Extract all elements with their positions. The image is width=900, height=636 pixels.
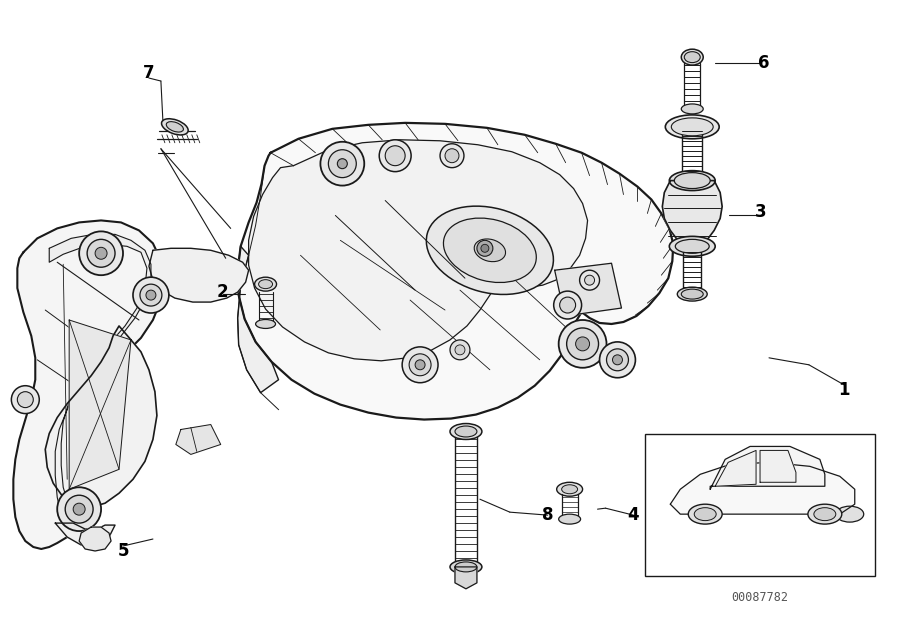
Circle shape bbox=[559, 320, 607, 368]
Polygon shape bbox=[148, 248, 248, 302]
Text: 00087782: 00087782 bbox=[732, 591, 788, 604]
Circle shape bbox=[477, 240, 493, 256]
Ellipse shape bbox=[836, 506, 864, 522]
Ellipse shape bbox=[675, 239, 709, 253]
Circle shape bbox=[385, 146, 405, 165]
Ellipse shape bbox=[258, 280, 273, 289]
Circle shape bbox=[580, 270, 599, 290]
Ellipse shape bbox=[255, 277, 276, 291]
Circle shape bbox=[585, 275, 595, 285]
Circle shape bbox=[450, 340, 470, 360]
Circle shape bbox=[560, 297, 576, 313]
Ellipse shape bbox=[562, 485, 578, 494]
Circle shape bbox=[133, 277, 169, 313]
Ellipse shape bbox=[455, 426, 477, 437]
Circle shape bbox=[379, 140, 411, 172]
Circle shape bbox=[73, 503, 86, 515]
Polygon shape bbox=[760, 450, 796, 482]
Polygon shape bbox=[710, 446, 824, 489]
Ellipse shape bbox=[455, 562, 477, 572]
Polygon shape bbox=[554, 263, 622, 316]
Text: 2: 2 bbox=[217, 283, 229, 301]
Circle shape bbox=[440, 144, 464, 168]
Text: 3: 3 bbox=[755, 204, 767, 221]
Circle shape bbox=[445, 149, 459, 163]
Circle shape bbox=[12, 385, 40, 413]
Circle shape bbox=[410, 354, 431, 376]
Ellipse shape bbox=[684, 52, 700, 62]
Ellipse shape bbox=[166, 121, 184, 132]
Polygon shape bbox=[69, 320, 131, 489]
Polygon shape bbox=[716, 450, 756, 487]
Ellipse shape bbox=[694, 508, 716, 521]
Ellipse shape bbox=[450, 424, 482, 439]
Ellipse shape bbox=[681, 289, 703, 299]
Ellipse shape bbox=[427, 206, 554, 294]
Polygon shape bbox=[455, 567, 477, 589]
Ellipse shape bbox=[688, 504, 722, 524]
Polygon shape bbox=[662, 181, 722, 244]
Circle shape bbox=[58, 487, 101, 531]
Circle shape bbox=[402, 347, 438, 383]
Circle shape bbox=[87, 239, 115, 267]
Circle shape bbox=[599, 342, 635, 378]
Circle shape bbox=[455, 345, 465, 355]
Circle shape bbox=[338, 159, 347, 169]
Ellipse shape bbox=[665, 115, 719, 139]
Ellipse shape bbox=[808, 504, 842, 524]
Polygon shape bbox=[238, 123, 673, 420]
Ellipse shape bbox=[474, 239, 506, 261]
Ellipse shape bbox=[671, 118, 713, 136]
Ellipse shape bbox=[557, 482, 582, 496]
Circle shape bbox=[607, 349, 628, 371]
Polygon shape bbox=[55, 523, 115, 545]
Polygon shape bbox=[670, 462, 855, 514]
Ellipse shape bbox=[161, 119, 188, 135]
Ellipse shape bbox=[670, 237, 716, 256]
Ellipse shape bbox=[450, 560, 482, 574]
Circle shape bbox=[146, 290, 156, 300]
Polygon shape bbox=[238, 246, 278, 392]
Circle shape bbox=[17, 392, 33, 408]
Polygon shape bbox=[45, 326, 157, 507]
Circle shape bbox=[576, 337, 590, 351]
Text: 6: 6 bbox=[759, 54, 769, 72]
Polygon shape bbox=[50, 235, 151, 529]
Ellipse shape bbox=[681, 104, 703, 114]
Polygon shape bbox=[248, 140, 588, 361]
Text: 5: 5 bbox=[117, 542, 129, 560]
Text: 4: 4 bbox=[627, 506, 639, 524]
Circle shape bbox=[567, 328, 598, 360]
Circle shape bbox=[95, 247, 107, 259]
Ellipse shape bbox=[681, 49, 703, 65]
Ellipse shape bbox=[444, 218, 536, 282]
Text: 1: 1 bbox=[838, 381, 850, 399]
Ellipse shape bbox=[674, 172, 710, 188]
Text: 7: 7 bbox=[143, 64, 155, 82]
Text: 8: 8 bbox=[542, 506, 554, 524]
Circle shape bbox=[65, 495, 93, 523]
Ellipse shape bbox=[256, 319, 275, 328]
Polygon shape bbox=[14, 221, 164, 549]
Ellipse shape bbox=[814, 508, 836, 521]
Circle shape bbox=[613, 355, 623, 365]
Circle shape bbox=[320, 142, 364, 186]
Ellipse shape bbox=[678, 287, 707, 301]
Ellipse shape bbox=[670, 170, 716, 191]
Circle shape bbox=[79, 232, 123, 275]
Polygon shape bbox=[79, 527, 111, 551]
Circle shape bbox=[140, 284, 162, 306]
Ellipse shape bbox=[559, 514, 580, 524]
Circle shape bbox=[554, 291, 581, 319]
Circle shape bbox=[328, 149, 356, 177]
Bar bbox=[645, 434, 875, 576]
Circle shape bbox=[415, 360, 425, 370]
Circle shape bbox=[481, 244, 489, 252]
Polygon shape bbox=[176, 425, 220, 454]
